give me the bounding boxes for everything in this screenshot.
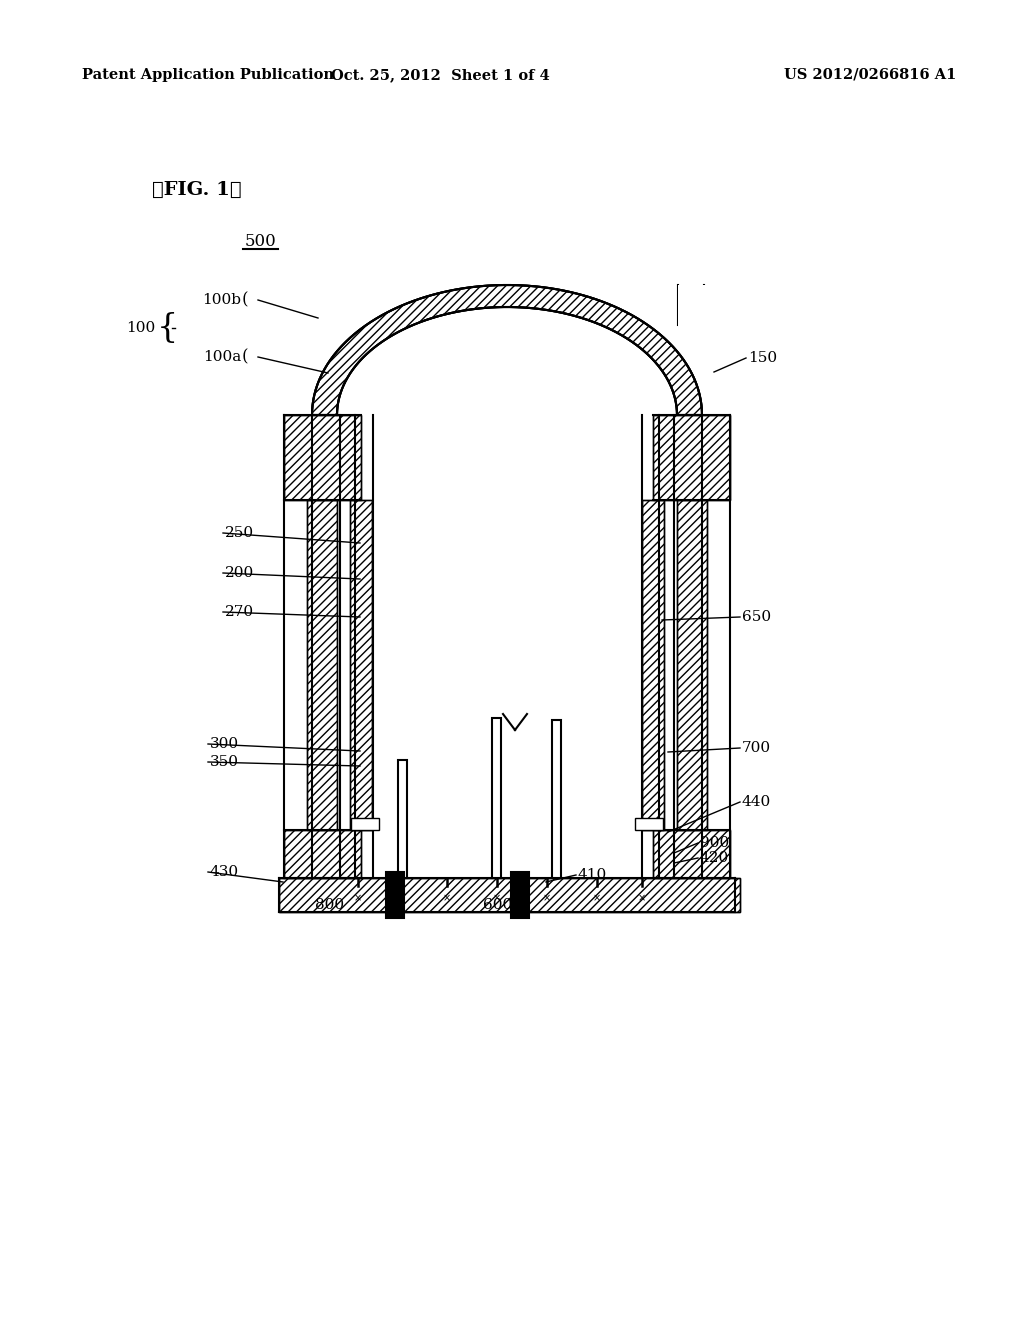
Bar — [653, 414, 730, 500]
Text: {: { — [157, 312, 178, 345]
Text: (: ( — [242, 292, 249, 309]
Text: 700: 700 — [742, 741, 771, 755]
Text: Patent Application Publication: Patent Application Publication — [82, 69, 334, 82]
Text: 100: 100 — [126, 321, 155, 335]
Bar — [642, 500, 664, 830]
Bar — [398, 760, 407, 878]
Text: 250: 250 — [225, 525, 254, 540]
Text: 100a: 100a — [203, 350, 241, 364]
Text: 500: 500 — [244, 234, 275, 251]
Text: 200: 200 — [225, 566, 254, 579]
Bar — [279, 878, 740, 912]
Text: ×: × — [354, 894, 362, 903]
Bar — [677, 500, 707, 830]
Text: 300: 300 — [210, 737, 240, 751]
Text: 420: 420 — [700, 851, 729, 865]
Text: 430: 430 — [210, 865, 240, 879]
Bar — [678, 285, 706, 330]
Bar — [350, 500, 372, 830]
Text: ×: × — [493, 894, 501, 903]
Text: 【FIG. 1】: 【FIG. 1】 — [152, 181, 242, 199]
Text: ×: × — [543, 894, 551, 903]
Bar — [511, 873, 529, 917]
Text: 600: 600 — [483, 898, 513, 912]
Bar — [279, 878, 740, 912]
Text: ×: × — [638, 894, 646, 903]
Bar — [492, 718, 501, 878]
Bar — [552, 719, 561, 878]
Text: 410: 410 — [578, 869, 607, 882]
Text: 270: 270 — [225, 605, 254, 619]
Bar — [635, 818, 663, 830]
Bar — [284, 414, 361, 500]
Bar — [653, 830, 730, 878]
Text: ×: × — [593, 894, 601, 903]
Bar — [360, 308, 654, 878]
Bar — [307, 500, 337, 830]
Text: ×: × — [398, 894, 407, 903]
Text: 650: 650 — [742, 610, 771, 624]
Bar — [350, 500, 372, 830]
Bar — [677, 500, 707, 830]
Text: US 2012/0266816 A1: US 2012/0266816 A1 — [783, 69, 956, 82]
Text: 900: 900 — [700, 836, 729, 850]
Text: Oct. 25, 2012  Sheet 1 of 4: Oct. 25, 2012 Sheet 1 of 4 — [331, 69, 549, 82]
Text: 800: 800 — [315, 898, 344, 912]
Bar — [284, 830, 361, 878]
Bar — [386, 873, 404, 917]
Bar — [653, 414, 730, 500]
Bar — [284, 830, 361, 878]
Polygon shape — [339, 309, 675, 414]
Text: 350: 350 — [210, 755, 239, 770]
Text: (: ( — [242, 348, 249, 366]
Text: 150: 150 — [748, 351, 777, 366]
Bar — [351, 818, 379, 830]
Bar — [307, 500, 337, 830]
Bar — [284, 414, 361, 500]
Bar — [653, 830, 730, 878]
Text: 100b: 100b — [202, 293, 241, 308]
Text: 440: 440 — [742, 795, 771, 809]
Bar — [642, 500, 664, 830]
Polygon shape — [312, 285, 702, 414]
Text: ×: × — [443, 894, 451, 903]
